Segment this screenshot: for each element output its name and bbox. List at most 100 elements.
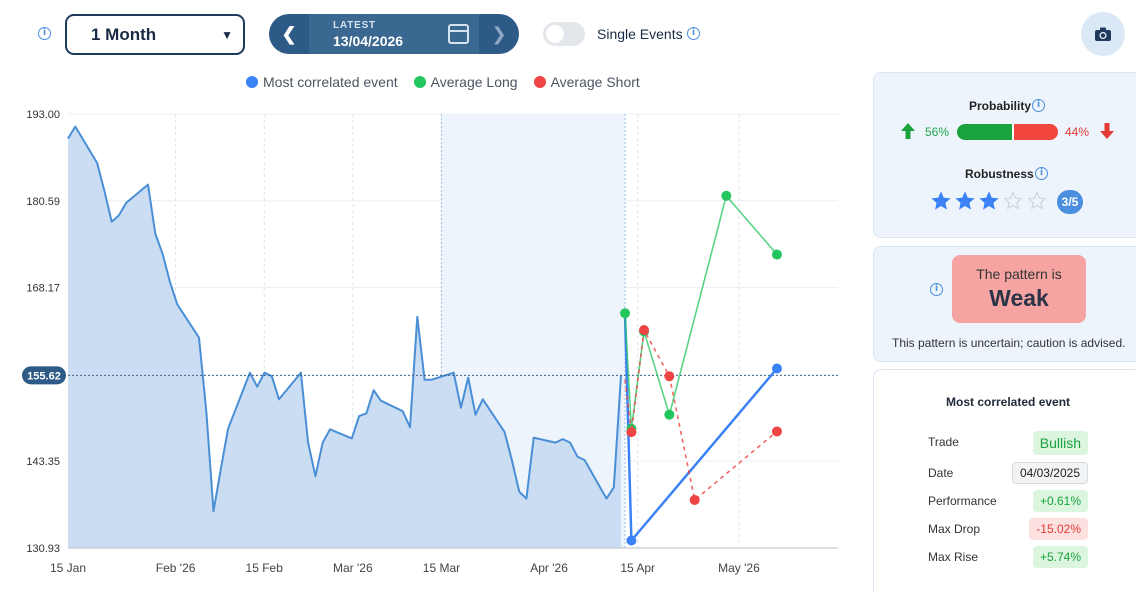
projection-point <box>664 371 675 382</box>
x-tick-label: Mar '26 <box>333 561 373 575</box>
pattern-note: This pattern is uncertain; caution is ad… <box>892 336 1126 350</box>
probability-panel: Probability i 56% 44% Robustness i 3/5 <box>873 72 1136 238</box>
legend-label: Average Long <box>430 74 518 90</box>
date-latest-label: LATEST <box>333 20 376 31</box>
x-tick-label: May '26 <box>718 561 760 575</box>
date-picker[interactable]: LATEST 13/04/2026 <box>309 14 479 54</box>
arrow-down-icon <box>1100 123 1114 139</box>
correlated-event-panel: Most correlated event Trade Bullish Date… <box>873 369 1136 592</box>
pattern-strength: Weak <box>989 285 1049 311</box>
projection-point <box>771 363 782 374</box>
pattern-strength-box: The pattern is Weak <box>952 255 1086 323</box>
correlated-event-title: Most correlated event <box>946 395 1071 409</box>
y-tick-label: 130.93 <box>26 543 60 555</box>
legend-swatch <box>533 76 546 88</box>
event-date-value: 04/03/2025 <box>1011 462 1088 484</box>
event-max-drop-label: Max Drop <box>928 522 981 536</box>
price-line <box>67 125 622 513</box>
legend-label: Average Short <box>550 74 640 90</box>
star-empty-icon <box>1027 191 1047 210</box>
legend-item-average-short[interactable]: Average Short <box>533 74 640 90</box>
single-events-toggle[interactable] <box>543 22 585 46</box>
event-date-label: Date <box>928 466 954 480</box>
legend-item-most-correlated[interactable]: Most correlated event <box>246 74 398 90</box>
date-navigator: ❮ LATEST 13/04/2026 ❯ <box>269 14 519 54</box>
projection-point <box>620 308 631 319</box>
event-trade-value: Bullish <box>1032 431 1088 455</box>
star-filled-icon <box>955 191 975 210</box>
screenshot-button[interactable] <box>1081 12 1125 56</box>
projection-point <box>639 325 650 336</box>
y-tick-label: 143.35 <box>26 456 60 468</box>
event-performance-label: Performance <box>928 494 997 508</box>
robustness-stars <box>931 191 1047 211</box>
legend-item-average-long[interactable]: Average Long <box>413 74 518 90</box>
projection-line <box>623 313 778 544</box>
current-value-badge <box>22 366 66 385</box>
projection-point <box>626 535 637 546</box>
projection-line <box>624 327 778 502</box>
projection-point <box>626 427 637 438</box>
projection-line <box>624 194 778 429</box>
single-events-label: Single Events <box>597 26 683 42</box>
x-tick-label: 15 Mar <box>423 561 460 575</box>
pattern-prefix: The pattern is <box>976 266 1062 282</box>
x-tick-label: 15 Jan <box>50 561 86 575</box>
projection-point <box>664 409 675 420</box>
star-filled-icon <box>979 191 999 210</box>
robustness-info-icon[interactable]: i <box>1035 167 1048 180</box>
probability-info-icon[interactable]: i <box>1032 99 1045 112</box>
x-tick-label: Apr '26 <box>530 561 568 575</box>
camera-icon <box>1095 27 1111 41</box>
price-chart: 193.00 180.59 168.17 143.35 130.93 15 Jan Feb … <box>22 109 838 575</box>
chevron-down-icon: ▼ <box>221 27 233 42</box>
chart-legend: Most correlated event Average Long Avera… <box>246 74 640 90</box>
event-max-rise-value: +5.74% <box>1032 546 1088 568</box>
y-tick-label: 180.59 <box>26 196 60 208</box>
event-row-max-rise: Max Rise +5.74% <box>928 546 1088 568</box>
projection-point <box>721 190 732 201</box>
star-empty-icon <box>1003 191 1023 210</box>
probability-bar <box>957 124 1058 140</box>
toggle-knob <box>546 25 564 43</box>
event-row-performance: Performance +0.61% <box>928 490 1088 512</box>
event-trade-label: Trade <box>928 435 959 449</box>
pattern-info-icon[interactable]: i <box>930 283 943 296</box>
single-events-info-icon[interactable]: i <box>687 27 700 40</box>
projection-point <box>689 494 700 505</box>
y-tick-label: 168.17 <box>26 283 60 295</box>
projection-point <box>771 426 782 437</box>
current-date: 13/04/2026 <box>333 33 404 49</box>
x-tick-label: 15 Feb <box>246 561 284 575</box>
event-max-rise-label: Max Rise <box>928 550 979 564</box>
next-date-button[interactable]: ❯ <box>491 23 507 44</box>
event-max-drop-value: -15.02% <box>1029 518 1088 540</box>
robustness-badge: 3/5 <box>1057 190 1083 214</box>
current-value-label: 155.62 <box>27 370 61 382</box>
star-filled-icon <box>931 191 951 210</box>
legend-label: Most correlated event <box>263 74 398 90</box>
event-row-date: Date 04/03/2025 <box>928 462 1088 484</box>
period-info-icon[interactable]: i <box>38 27 51 40</box>
legend-swatch <box>246 76 258 88</box>
projection-point <box>771 249 782 260</box>
y-tick-label: 193.00 <box>26 109 60 121</box>
calendar-icon[interactable] <box>448 24 469 44</box>
period-select[interactable]: 1 Month ▼ <box>65 14 245 55</box>
arrow-up-icon <box>901 123 915 139</box>
probability-short-pct: 44% <box>1065 125 1090 139</box>
probability-bar-divider <box>1012 124 1014 140</box>
x-tick-label: Feb '26 <box>156 561 196 575</box>
period-select-value: 1 Month <box>91 24 157 44</box>
probability-short-fill <box>1014 124 1058 140</box>
x-tick-label: 15 Apr <box>620 561 655 575</box>
previous-date-button[interactable]: ❮ <box>281 23 297 44</box>
probability-long-pct: 56% <box>925 125 950 139</box>
legend-swatch <box>413 76 426 88</box>
event-row-trade: Trade Bullish <box>928 431 1088 455</box>
event-performance-value: +0.61% <box>1032 490 1088 512</box>
probability-long-fill <box>957 124 1012 140</box>
price-area <box>68 126 622 548</box>
robustness-title: Robustness <box>965 167 1034 181</box>
event-row-max-drop: Max Drop -15.02% <box>928 518 1088 540</box>
